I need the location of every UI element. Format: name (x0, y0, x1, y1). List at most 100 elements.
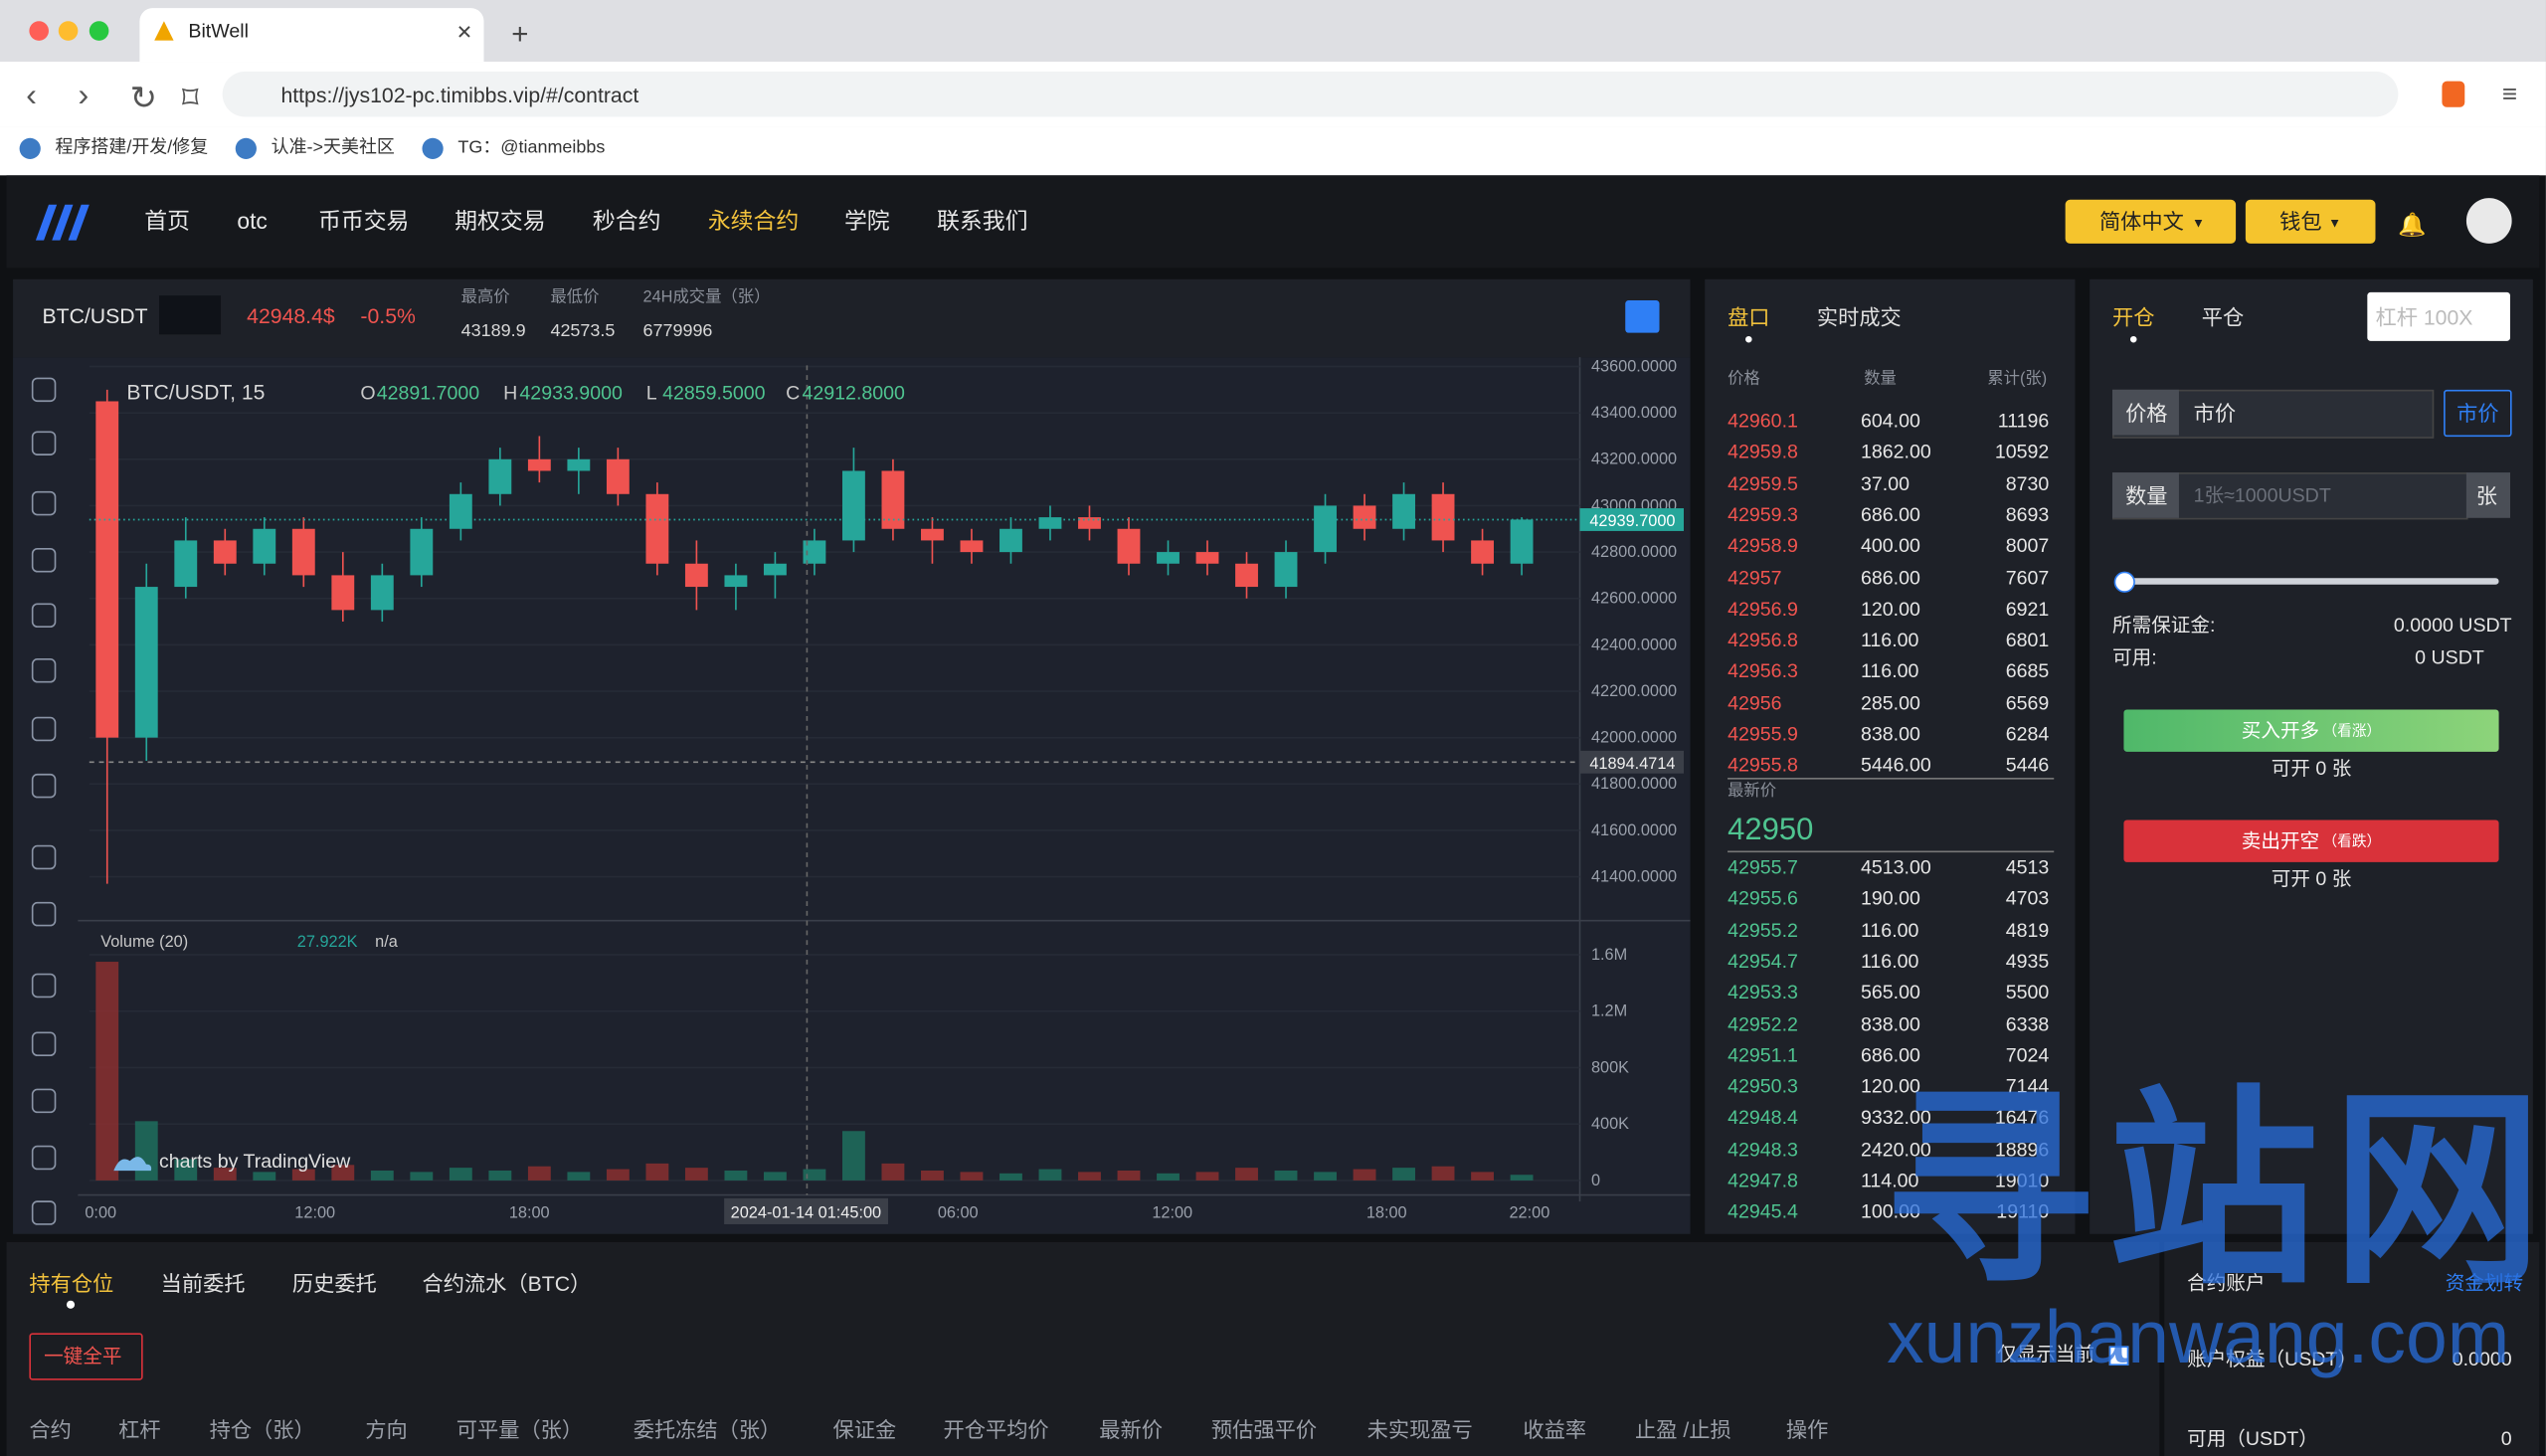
order-amount: 37.00 (1860, 471, 1910, 495)
wallet-button (2245, 199, 2376, 244)
stat-value: 43189.9 (460, 320, 526, 341)
margin-value: 0.0000 USDT (2393, 614, 2512, 637)
order-price: 42956 (1728, 690, 1782, 714)
market-button-label[interactable]: 市价 (2456, 400, 2499, 425)
volume-bar (95, 962, 119, 1181)
price-value[interactable]: 市价 (2193, 400, 2237, 425)
tab-dot (1745, 335, 1752, 343)
nav-button[interactable]: › (78, 78, 90, 114)
ohlc-value: 42859.5000 (662, 383, 766, 405)
only-current[interactable]: 仅显示当前 (1997, 1343, 2095, 1366)
url[interactable]: https://jys102-pc.timibbs.vip/#/contract (280, 82, 639, 106)
buy-label[interactable]: 买入开多 (2241, 719, 2320, 743)
volume-bar (1157, 1173, 1180, 1181)
language[interactable]: 简体中文 (2098, 208, 2184, 234)
volume-bar (1510, 1175, 1534, 1181)
positions-tab[interactable]: 合约流水（BTC） (422, 1270, 592, 1295)
nav-item[interactable]: 联系我们 (937, 207, 1028, 235)
order-price: 42948.4 (1728, 1106, 1798, 1130)
candle-body (331, 575, 355, 611)
tool-icon (31, 773, 57, 799)
nav-item[interactable]: 期权交易 (455, 207, 546, 235)
qty-placeholder[interactable]: 1张≈1000USDT (2193, 483, 2331, 507)
order-price: 42960.1 (1728, 409, 1798, 433)
avatar (2465, 198, 2512, 244)
color-square (1625, 300, 1660, 333)
volume-tick-label: 1.6M (1591, 946, 1627, 964)
volume-bar (1471, 1172, 1494, 1181)
available-label: 可用（USDT） (2187, 1427, 2318, 1450)
volume-bar (567, 1172, 591, 1181)
attribution: charts by TradingView (159, 1151, 351, 1173)
y-tick-label: 42600.0000 (1591, 590, 1677, 608)
sell-button[interactable]: 卖出开空 （看跌） (2123, 819, 2499, 862)
volume-bar (488, 1170, 512, 1181)
nav-item[interactable]: 首页 (144, 207, 191, 235)
order-total: 18896 (1994, 1137, 2050, 1161)
positions-tab[interactable]: 持有仓位 (29, 1270, 114, 1295)
volume-bar (253, 1172, 276, 1181)
trade-tab[interactable]: 开仓 (2112, 304, 2155, 329)
order-amount: 838.00 (1860, 722, 1920, 746)
bookmark[interactable]: TG：@tianmeibbs (457, 136, 606, 157)
orderbook-tab[interactable]: 实时成交 (1816, 304, 1902, 329)
buy-button[interactable]: 买入开多 （看涨） (2123, 709, 2499, 752)
transfer[interactable]: 资金划转 (2445, 1271, 2524, 1295)
order-amount: 400.00 (1860, 534, 1920, 558)
order-total: 7144 (2005, 1074, 2050, 1098)
order-total: 19110 (1996, 1199, 2050, 1223)
candle-body (921, 528, 944, 541)
nav-item[interactable]: 学院 (843, 207, 890, 235)
sell-label[interactable]: 卖出开空 (2241, 829, 2320, 853)
nav-item[interactable]: otc (237, 207, 268, 235)
checkbox[interactable] (2108, 1346, 2129, 1366)
nav-item[interactable]: 秒合约 (592, 207, 661, 235)
candle-body (1510, 519, 1534, 564)
stat-label: 最低价 (550, 288, 600, 307)
order-amount: 285.00 (1860, 690, 1920, 714)
order-total: 6801 (2005, 628, 2050, 651)
close-all[interactable]: 一键全平 (44, 1344, 122, 1367)
divider (2159, 1241, 2165, 1456)
positions-tab[interactable]: 历史委托 (291, 1270, 377, 1295)
order-total: 10592 (1994, 440, 2050, 463)
new-tab: + (511, 17, 529, 51)
wallet[interactable]: 钱包 (2279, 208, 2322, 234)
bookmark[interactable]: 程序搭建/开发/修复 (55, 136, 209, 157)
y-tick-label: 43600.0000 (1591, 357, 1677, 375)
nav-button[interactable]: ↻ (129, 81, 157, 117)
leverage-placeholder[interactable]: 杠杆 100X (2375, 304, 2473, 329)
order-total: 8730 (2005, 471, 2050, 495)
market-button (2444, 389, 2512, 438)
bookmark[interactable]: 认准->天美社区 (271, 136, 395, 157)
order-price: 42950.3 (1728, 1074, 1798, 1098)
tradingview-logo (113, 1157, 152, 1172)
order-price: 42947.8 (1728, 1169, 1798, 1192)
crosshair-time: 2024-01-14 01:45:00 (731, 1203, 881, 1221)
nav-item[interactable]: 币币交易 (317, 207, 410, 235)
close-all-button[interactable] (29, 1333, 143, 1380)
symbol: BTC/USDT (42, 302, 148, 327)
volume-bar (213, 1168, 237, 1181)
latest-price: 42950 (1728, 813, 1814, 847)
watermark-title: 寻站网 (1883, 1071, 2546, 1309)
x-tick-label: 12:00 (294, 1203, 335, 1221)
order-amount: 116.00 (1860, 628, 1919, 651)
caret: ▼ (2328, 216, 2342, 231)
sell-hint[interactable]: （看跌） (2322, 831, 2382, 849)
nav-button[interactable]: ⌑ (181, 81, 199, 117)
buy-hint[interactable]: （看涨） (2322, 721, 2382, 739)
tool-icon (31, 603, 57, 628)
candle-body (763, 563, 787, 576)
nav-button[interactable]: ‹ (26, 78, 38, 114)
candle-body (410, 528, 434, 576)
nav-item[interactable]: 永续合约 (707, 207, 800, 235)
column-header: 止盈 /止损 (1635, 1416, 1731, 1441)
volume-bar (449, 1168, 472, 1181)
column-header: 操作 (1785, 1416, 1829, 1441)
positions-tab[interactable]: 当前委托 (160, 1270, 246, 1295)
orderbook-tab[interactable]: 盘口 (1728, 304, 1770, 329)
trade-tab[interactable]: 平仓 (2201, 304, 2245, 329)
volume-bar (1078, 1172, 1101, 1181)
